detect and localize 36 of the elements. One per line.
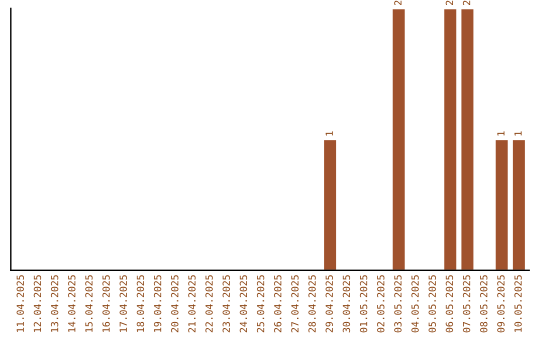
data-label: 2 bbox=[394, 0, 402, 5]
x-tick-label: 13.04.2025 bbox=[50, 275, 58, 332]
x-tick-label: 09.05.2025 bbox=[497, 275, 505, 332]
data-label: 1 bbox=[514, 131, 522, 136]
x-tick-label: 07.05.2025 bbox=[462, 275, 470, 332]
x-tick-label: 17.04.2025 bbox=[120, 275, 127, 332]
x-tick-label: 22.04.2025 bbox=[205, 275, 213, 332]
x-tick-label: 04.05.2025 bbox=[411, 275, 419, 332]
x-tick-label: 26.04.2025 bbox=[274, 275, 282, 332]
x-tick-label: 11.04.2025 bbox=[16, 275, 24, 332]
x-tick-label: 14.04.2025 bbox=[68, 275, 76, 332]
x-tick-label: 24.04.2025 bbox=[240, 275, 248, 332]
x-tick-label: 23.04.2025 bbox=[222, 275, 230, 332]
x-tick-label: 08.05.2025 bbox=[480, 275, 488, 332]
x-tick-label: 28.04.2025 bbox=[308, 275, 316, 332]
x-tick-label: 25.04.2025 bbox=[256, 275, 264, 332]
x-tick-label: 29.04.2025 bbox=[326, 275, 333, 332]
x-tick-label: 10.05.2025 bbox=[514, 275, 522, 332]
x-tick-label: 02.05.2025 bbox=[377, 275, 384, 332]
data-label: 1 bbox=[497, 131, 504, 136]
data-label: 1 bbox=[326, 131, 333, 136]
x-tick-label: 20.04.2025 bbox=[171, 275, 178, 332]
x-tick-label: 03.05.2025 bbox=[394, 275, 402, 332]
data-label: 2 bbox=[446, 0, 453, 5]
x-tick-label: 27.04.2025 bbox=[291, 275, 299, 332]
x-tick-label: 18.04.2025 bbox=[136, 275, 144, 332]
x-tick-label: 21.04.2025 bbox=[188, 275, 196, 332]
x-tick-label: 30.04.2025 bbox=[342, 275, 350, 332]
x-tick-label: 16.04.2025 bbox=[102, 275, 110, 332]
x-tick-label: 05.05.2025 bbox=[428, 275, 436, 332]
data-label: 2 bbox=[462, 0, 470, 5]
x-tick-label: 06.05.2025 bbox=[446, 275, 454, 332]
x-tick-label: 12.04.2025 bbox=[34, 275, 42, 332]
x-tick-label: 19.04.2025 bbox=[154, 275, 162, 332]
x-tick-label: 15.04.2025 bbox=[85, 275, 93, 332]
x-tick-label: 01.05.2025 bbox=[360, 275, 368, 332]
